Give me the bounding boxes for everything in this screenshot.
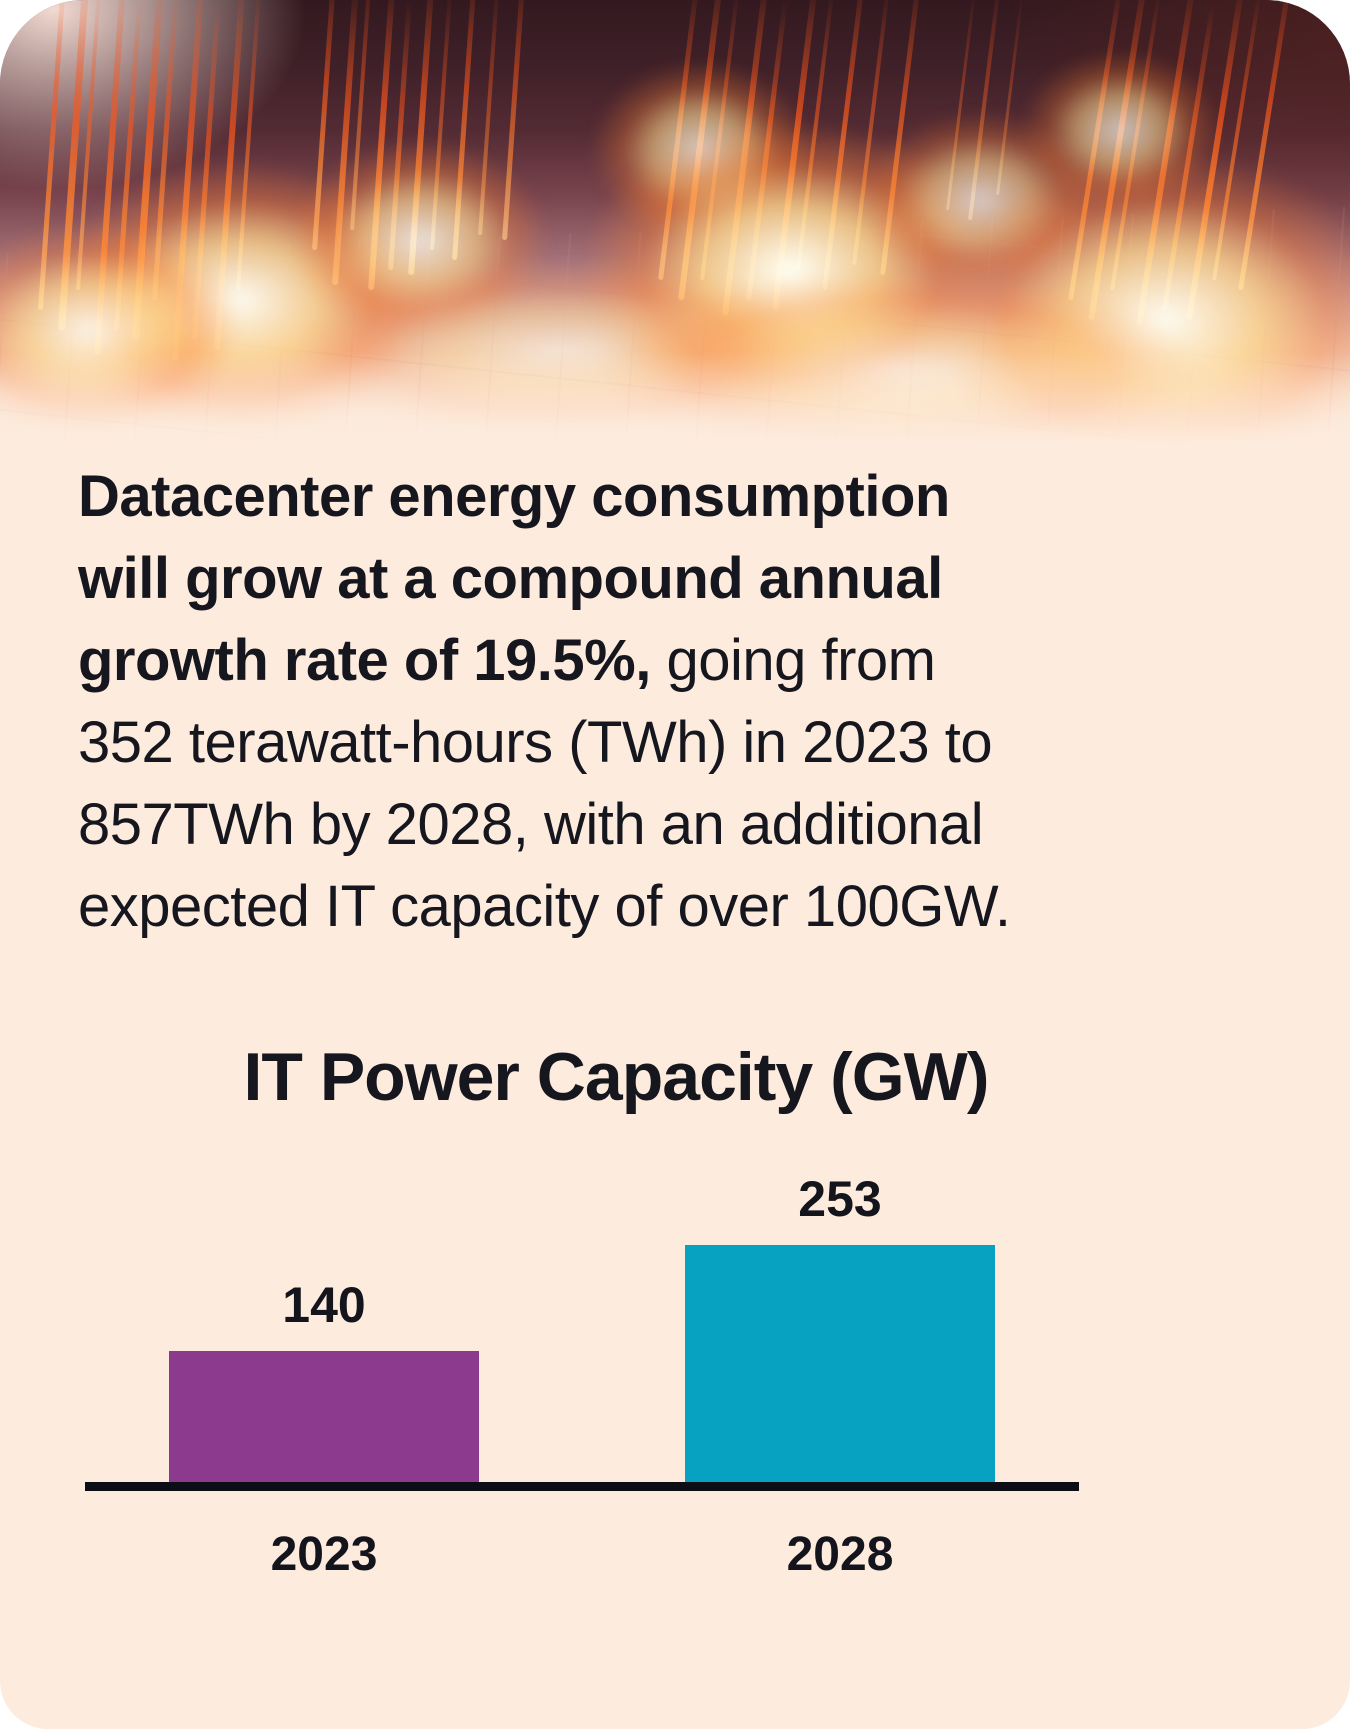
intro-line-5: 857TWh by 2028, with an additional: [78, 784, 1258, 866]
intro-regular-text: going from: [650, 628, 936, 693]
intro-bold-text: growth rate of 19.5%,: [78, 628, 651, 693]
intro-regular-text: expected IT capacity of over 100GW.: [78, 874, 1011, 939]
intro-line-2: will grow at a compound annual: [78, 538, 1258, 620]
chart-title: IT Power Capacity (GW): [243, 1039, 990, 1115]
intro-bold-text: will grow at a compound annual: [78, 546, 943, 611]
intro-paragraph: Datacenter energy consumption will grow a…: [78, 456, 1258, 948]
x-axis-label-2028: 2028: [786, 1528, 894, 1581]
bar-value-label-2028: 253: [798, 1171, 882, 1227]
bar-2028: [685, 1245, 995, 1482]
hero-bottom-fade: [0, 352, 1350, 470]
intro-line-1: Datacenter energy consumption: [78, 456, 1258, 538]
intro-line-3: growth rate of 19.5%, going from: [78, 620, 1258, 702]
intro-regular-text: 352 terawatt-hours (TWh) in 2023 to: [78, 710, 993, 775]
x-axis-label-2023: 2023: [270, 1528, 378, 1581]
intro-bold-text: Datacenter energy consumption: [78, 464, 950, 529]
intro-line-4: 352 terawatt-hours (TWh) in 2023 to: [78, 702, 1258, 784]
bar-2023: [169, 1351, 479, 1482]
x-axis-line: [85, 1482, 1079, 1491]
intro-regular-text: 857TWh by 2028, with an additional: [78, 792, 984, 857]
bar-value-label-2023: 140: [282, 1277, 366, 1333]
hero-image-datacenter-energy-beams: [0, 0, 1350, 470]
intro-line-6: expected IT capacity of over 100GW.: [78, 866, 1258, 948]
